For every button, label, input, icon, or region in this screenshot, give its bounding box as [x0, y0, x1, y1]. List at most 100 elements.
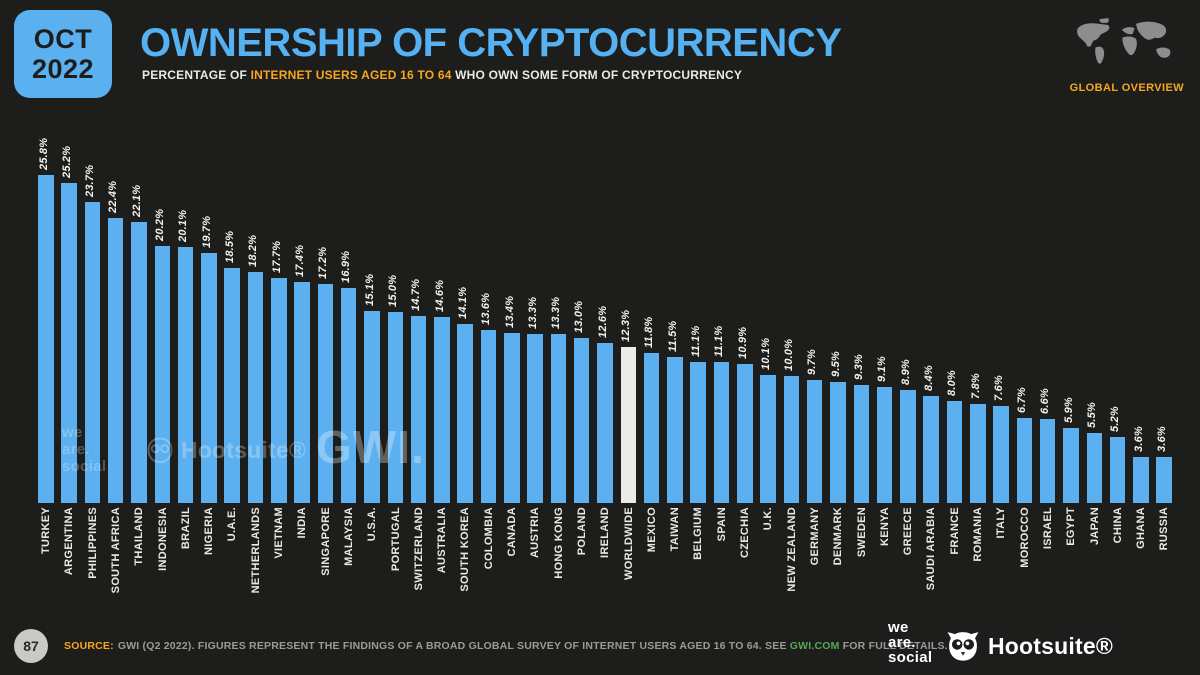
bar-philippines	[84, 201, 101, 503]
bar-value-label: 13.6%	[480, 292, 493, 326]
bar-category-label: COLOMBIA	[482, 507, 495, 570]
source-link[interactable]: GWI.COM	[789, 640, 840, 652]
bar-u-s-a-	[364, 311, 380, 503]
world-map-icon	[1077, 18, 1171, 64]
bar-category-label: NIGERIA	[203, 507, 216, 555]
bar-value-label: 22.1%	[130, 184, 143, 218]
bar-value-label: 6.6%	[1039, 388, 1052, 415]
bar-category-label: DENMARK	[832, 507, 845, 566]
source-note: SOURCE: GWI (Q2 2022). FIGURES REPRESENT …	[64, 640, 948, 652]
bar-argentina	[61, 182, 77, 503]
watermark-line: social	[62, 458, 107, 475]
bar-category-label: SINGAPORE	[319, 507, 332, 576]
page-number: 87	[23, 638, 39, 654]
gwi-watermark: GWI.	[316, 421, 425, 473]
bar-value-label: 9.7%	[806, 348, 819, 375]
bar-australia	[434, 317, 450, 503]
bar-category-label: JAPAN	[1088, 507, 1101, 545]
bar-value-label: 16.9%	[340, 250, 353, 284]
bar-category-label: TAIWAN	[669, 507, 682, 552]
bar-colombia	[480, 330, 497, 503]
bar-sweden	[853, 384, 869, 503]
bar-value-label: 17.4%	[293, 244, 306, 277]
bar-mexico	[643, 352, 660, 503]
bar-category-label: MOROCCO	[1018, 507, 1031, 568]
bar-spain	[713, 361, 730, 503]
source-text-end: FOR FULL DETAILS.	[839, 640, 948, 652]
we-are-social-logo: we are. social	[888, 620, 932, 665]
bar-category-label: CZECHIA	[739, 507, 751, 558]
bar-india	[294, 281, 310, 503]
bar-portugal	[387, 312, 403, 503]
date-badge-year: 2022	[31, 54, 95, 84]
bar-value-label: 8.9%	[899, 358, 912, 385]
bar-category-label: IRELAND	[599, 507, 612, 558]
bar-value-label: 10.0%	[783, 338, 796, 371]
bar-morocco	[1016, 417, 1033, 503]
bar-category-label: MALAYSIA	[342, 507, 355, 566]
bar-category-label: MEXICO	[645, 507, 658, 553]
bar-value-label: 5.2%	[1109, 406, 1122, 432]
bar-value-label: 12.6%	[596, 305, 609, 338]
bar-category-label: GHANA	[1135, 507, 1148, 549]
bar-category-label: VIETNAM	[273, 507, 285, 559]
bar-value-label: 10.9%	[736, 327, 749, 360]
bar-category-label: THAILAND	[133, 507, 146, 566]
bar-value-label: 5.5%	[1086, 402, 1098, 429]
bar-category-label: POLAND	[575, 507, 588, 556]
bar-category-label: BELGIUM	[692, 507, 705, 560]
bar-kenya	[876, 387, 893, 503]
bar-canada	[504, 332, 520, 503]
bar-value-label: 10.1%	[759, 337, 772, 370]
bar-u-k-	[760, 374, 776, 503]
bar-value-label: 14.1%	[456, 286, 469, 319]
bar-category-label: WORLDWIDE	[622, 507, 635, 580]
date-badge: OCT 2022	[14, 10, 112, 98]
bar-value-label: 18.5%	[223, 230, 236, 263]
bar-malaysia	[340, 288, 357, 503]
bar-value-label: 9.3%	[853, 353, 865, 380]
bar-value-label: 15.0%	[387, 275, 399, 308]
bar-value-label: 15.1%	[363, 273, 376, 307]
logo-line: we	[888, 619, 909, 636]
bar-value-label: 7.8%	[969, 372, 982, 399]
global-overview-label: GLOBAL OVERVIEW	[1069, 82, 1184, 94]
bar-value-label: 6.7%	[1016, 386, 1029, 413]
bar-value-label: 25.2%	[60, 145, 73, 178]
bar-value-label: 9.5%	[829, 351, 842, 378]
bar-worldwide	[620, 346, 636, 503]
bar-category-label: TURKEY	[40, 507, 52, 555]
bar-category-label: SWEDEN	[855, 507, 868, 558]
bar-value-label: 14.7%	[410, 278, 423, 312]
bar-china	[1109, 436, 1126, 503]
bar-ireland	[597, 342, 613, 503]
source-text: GWI (Q2 2022). FIGURES REPRESENT THE FIN…	[117, 640, 790, 652]
bar-category-label: AUSTRIA	[529, 507, 542, 558]
bar-value-label: 25.8%	[37, 137, 50, 170]
bar-value-label: 13.3%	[550, 296, 563, 329]
bar-value-label: 5.9%	[1062, 397, 1075, 423]
bar-vietnam	[271, 277, 287, 503]
bar-south-africa	[107, 218, 124, 503]
bar-value-label: 8.0%	[946, 370, 959, 397]
bar-category-label: NETHERLANDS	[249, 507, 262, 594]
bar-value-label: 14.6%	[433, 280, 446, 313]
bar-category-label: CHINA	[1111, 507, 1124, 544]
bar-category-label: PORTUGAL	[389, 507, 402, 572]
page-subtitle: PERCENTAGE OF INTERNET USERS AGED 16 TO …	[142, 68, 742, 82]
bar-category-label: KENYA	[878, 507, 891, 546]
hootsuite-watermark: Hootsuite®	[146, 436, 306, 464]
bar-category-label: SOUTH KOREA	[459, 507, 472, 592]
bar-israel	[1039, 419, 1056, 503]
bar-france	[946, 401, 963, 503]
bar-category-label: ITALY	[995, 507, 1008, 539]
bar-hong-kong	[550, 333, 567, 503]
bar-russia	[1156, 457, 1172, 503]
page-number-badge: 87	[14, 629, 48, 663]
hootsuite-logo: Hootsuite®	[946, 629, 1113, 663]
bar-japan	[1086, 433, 1102, 503]
bar-romania	[970, 403, 986, 503]
source-label: SOURCE:	[64, 640, 114, 652]
bar-category-label: U.A.E.	[226, 507, 239, 542]
